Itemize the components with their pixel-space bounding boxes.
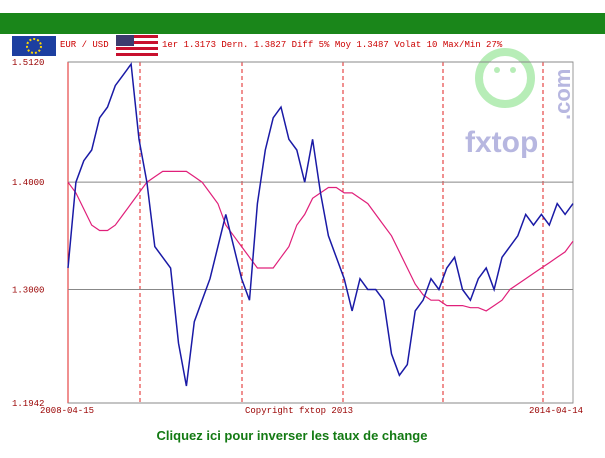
y-tick-label: 1.1942 (12, 399, 44, 409)
x-tick-label: 2008-04-15 (40, 406, 94, 416)
copyright: Copyright fxtop 2013 (245, 406, 353, 416)
euro-icon (12, 36, 56, 56)
series-line (67, 62, 574, 387)
pair-label: EUR / USD (60, 40, 109, 50)
plot-frame (67, 61, 574, 404)
us-flag-icon (116, 35, 158, 56)
y-tick-label: 1.5120 (12, 58, 44, 68)
summary: 1er 1.3173 Dern. 1.3827 Diff 5% Moy 1.34… (162, 40, 503, 50)
vertical-dividers (139, 62, 544, 403)
invert-link[interactable]: Cliquez ici pour inverser les taux de ch… (157, 428, 428, 443)
watermark-text: fxtop (465, 126, 538, 159)
x-tick-label: 2014-04-14 (529, 406, 583, 416)
y-tick-label: 1.4000 (12, 178, 44, 188)
top-bar (0, 13, 605, 34)
watermark-suffix: .com (550, 69, 575, 120)
watermark-logo (475, 48, 535, 108)
y-tick-label: 1.3000 (12, 285, 44, 295)
